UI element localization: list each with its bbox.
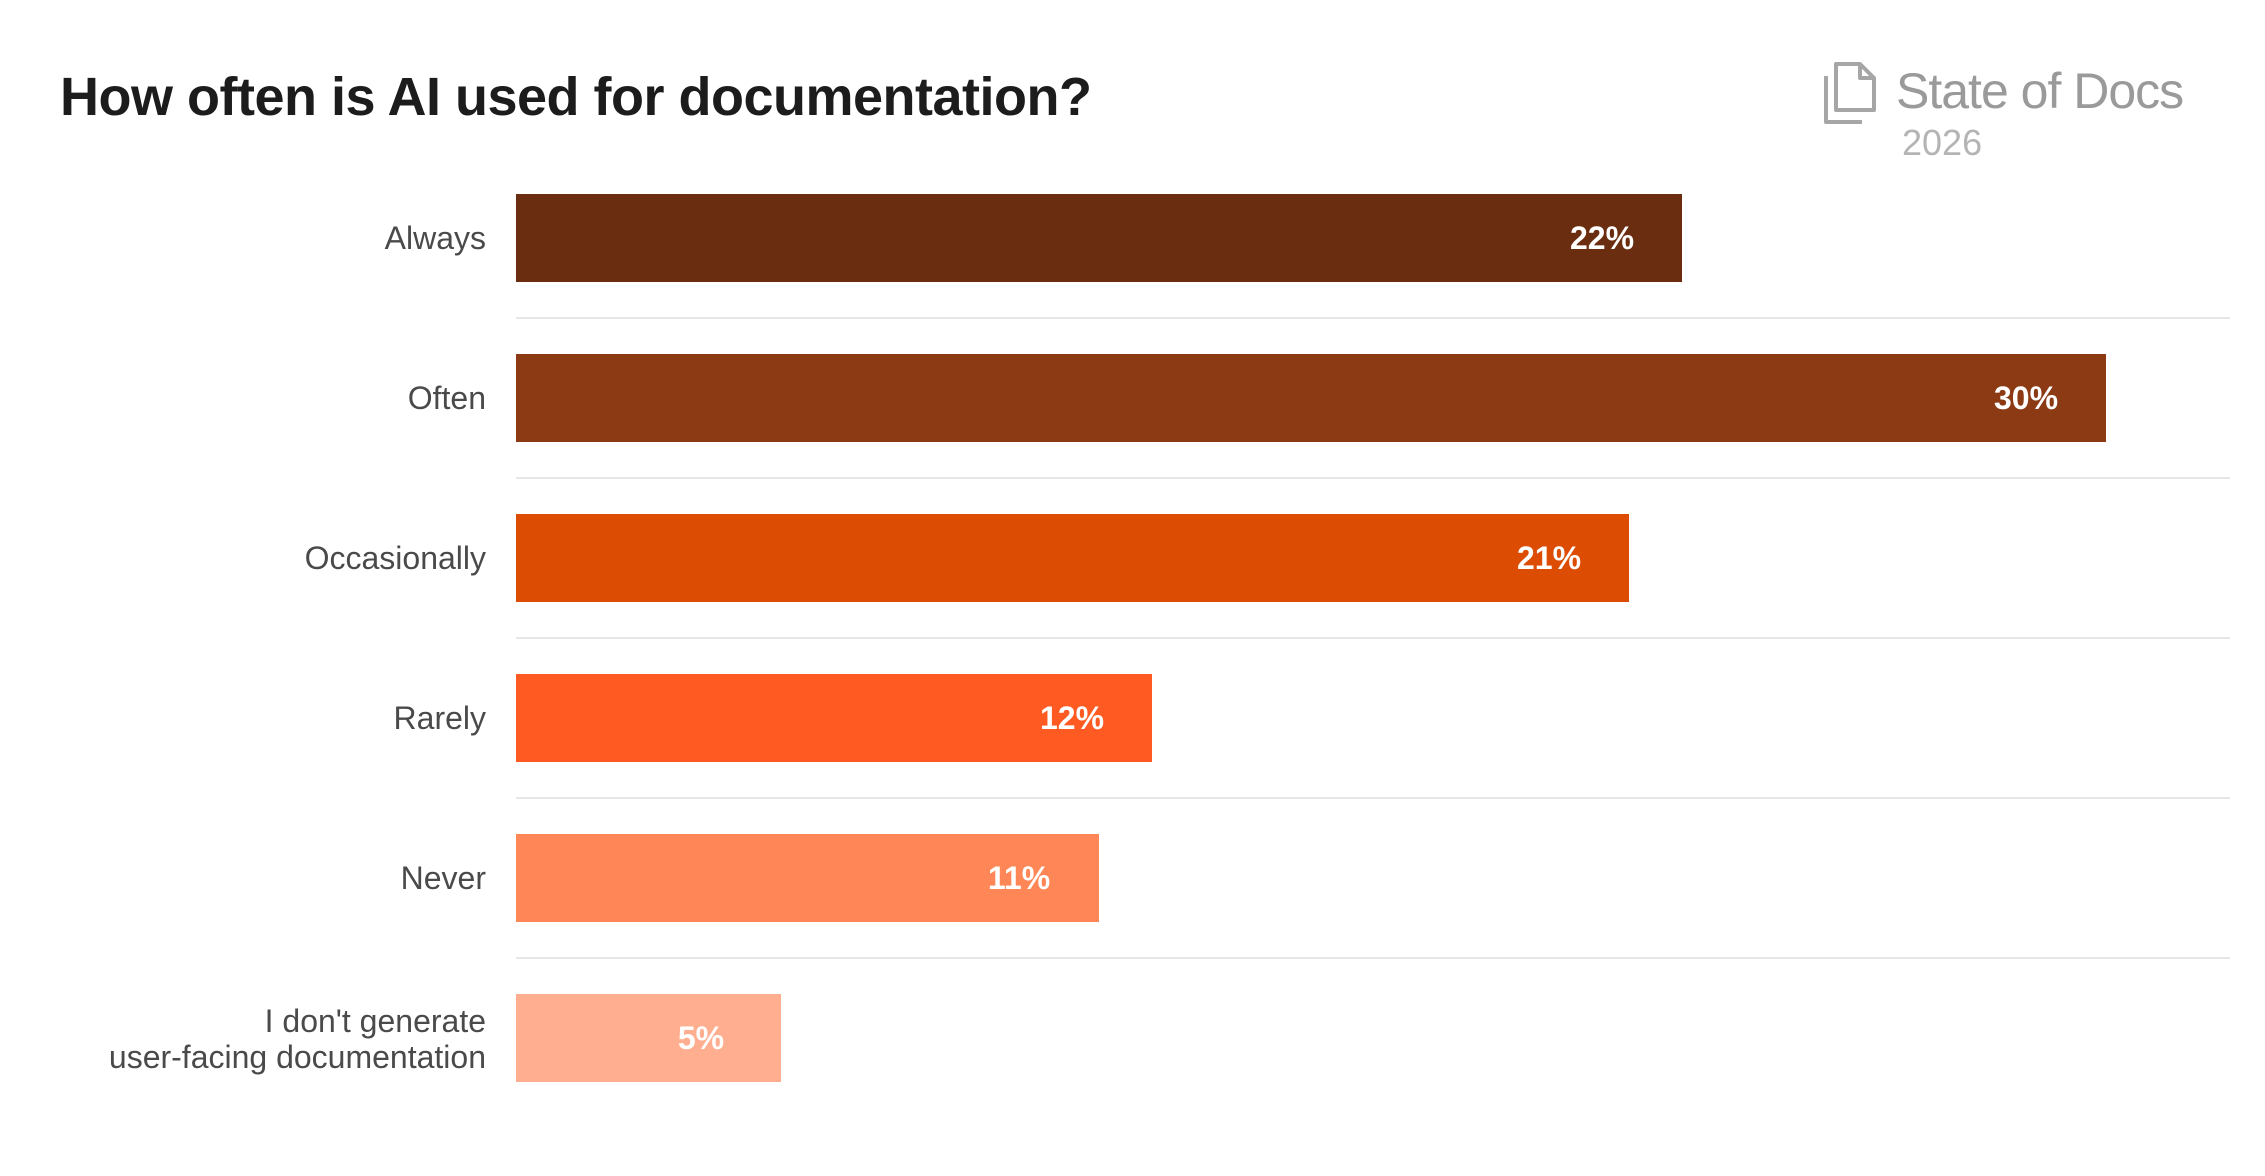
category-label: Often [408, 380, 486, 416]
bar [516, 194, 1682, 282]
category-label: Occasionally [305, 540, 486, 576]
document-stack-icon [1824, 62, 1876, 124]
bar [516, 354, 2106, 442]
value-label: 12% [1040, 700, 1104, 736]
category-label: Never [401, 860, 487, 896]
bar [516, 674, 1152, 762]
value-label: 30% [1994, 380, 2058, 416]
category-label: Rarely [394, 700, 486, 736]
value-label: 22% [1570, 220, 1634, 256]
value-label: 11% [988, 860, 1050, 896]
value-label: 5% [678, 1020, 724, 1056]
bar [516, 834, 1099, 922]
brand-year: 2026 [1902, 122, 1983, 163]
category-label: I don't generate user-facing documentatio… [109, 1003, 486, 1075]
bar [516, 514, 1629, 602]
bar [516, 994, 781, 1082]
chart-title: How often is AI used for documentation? [60, 67, 1092, 127]
brand-logo: State of Docs 2026 [1822, 58, 2222, 168]
brand-name: State of Docs [1896, 63, 2184, 119]
category-label: Always [385, 220, 486, 256]
value-label: 21% [1517, 540, 1581, 576]
